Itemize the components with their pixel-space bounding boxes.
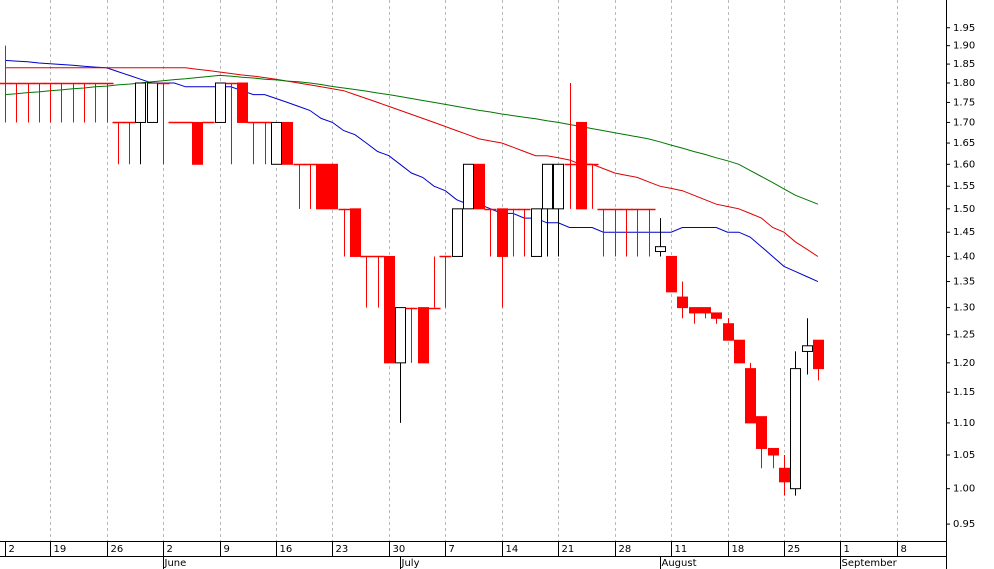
candle-body (497, 208, 508, 257)
candle-body (734, 339, 745, 364)
candle-body (452, 208, 463, 257)
candle-body (756, 416, 767, 449)
candle-body (395, 307, 406, 364)
y-tick-label: 1.35 (953, 277, 975, 288)
candle-body (677, 296, 688, 309)
moving-average-line (4, 59, 819, 283)
y-tick-label: 1.85 (953, 59, 975, 70)
candle-body (147, 82, 158, 123)
candle-body (316, 163, 327, 210)
y-tick-label: 1.10 (953, 418, 975, 429)
x-tick-label: 9 (224, 544, 230, 555)
candle-body (192, 121, 203, 165)
candle-body (711, 312, 722, 319)
month-label: June (164, 558, 187, 569)
x-tick-label: 7 (449, 544, 455, 555)
y-tick-label: 1.90 (953, 41, 975, 52)
y-tick-label: 1.00 (953, 484, 975, 495)
x-tick-label: 30 (393, 544, 406, 555)
y-tick-label: 1.60 (953, 159, 975, 170)
x-tick-label: 25 (788, 544, 801, 555)
y-tick-label: 1.40 (953, 251, 975, 262)
candle-body (723, 323, 734, 341)
candle-body (135, 82, 146, 123)
month-label: September (842, 558, 898, 569)
x-tick-label: 18 (732, 544, 745, 555)
candle-body (745, 368, 756, 424)
candle-body (215, 82, 226, 123)
y-tick-label: 1.80 (953, 78, 975, 89)
month-label: July (401, 558, 420, 569)
candle-body (768, 447, 779, 456)
y-tick-label: 1.55 (953, 181, 975, 192)
y-tick-label: 1.45 (953, 227, 975, 238)
candle-body (655, 246, 666, 253)
candle-body (553, 163, 564, 210)
candle-body (779, 467, 790, 483)
candle-body (327, 163, 338, 210)
y-tick-label: 1.70 (953, 117, 975, 128)
y-tick-label: 1.15 (953, 387, 975, 398)
y-tick-label: 1.75 (953, 97, 975, 108)
candle-body (542, 163, 553, 210)
candle-body (576, 121, 587, 210)
candle-body (689, 307, 700, 314)
y-tick-label: 1.30 (953, 303, 975, 314)
candle-body (802, 345, 813, 352)
candle-body (237, 82, 248, 123)
y-tick-label: 0.95 (953, 519, 975, 530)
candle-body (790, 368, 801, 490)
candle-body (531, 208, 542, 257)
candle-body (813, 339, 824, 370)
x-tick-label: 28 (619, 544, 632, 555)
y-tick-label: 1.20 (953, 358, 975, 369)
candle-body (282, 121, 293, 165)
candle-body (666, 255, 677, 293)
y-tick-label: 1.65 (953, 138, 975, 149)
candle-body (700, 307, 711, 314)
x-tick-label: 26 (111, 544, 124, 555)
candle-body (271, 121, 282, 165)
x-tick-label: 11 (675, 544, 688, 555)
x-tick-label: 14 (506, 544, 519, 555)
month-label: August (662, 558, 697, 569)
candle-body (418, 307, 429, 364)
x-tick-label: 2 (167, 544, 173, 555)
x-tick-label: 23 (336, 544, 349, 555)
candle-body (474, 163, 485, 210)
x-tick-label: 2 (9, 544, 15, 555)
candle-body (463, 163, 474, 210)
x-tick-label: 21 (562, 544, 575, 555)
x-tick-label: 19 (54, 544, 67, 555)
x-tick-label: 1 (844, 544, 850, 555)
y-tick-label: 1.25 (953, 330, 975, 341)
candle-body (350, 208, 361, 257)
moving-average-line (5, 67, 819, 257)
x-tick-label: 8 (901, 544, 907, 555)
candle-body (384, 255, 395, 364)
x-tick-label: 16 (280, 544, 293, 555)
y-tick-label: 1.05 (953, 450, 975, 461)
y-tick-label: 1.50 (953, 204, 975, 215)
y-tick-label: 1.95 (953, 23, 975, 34)
